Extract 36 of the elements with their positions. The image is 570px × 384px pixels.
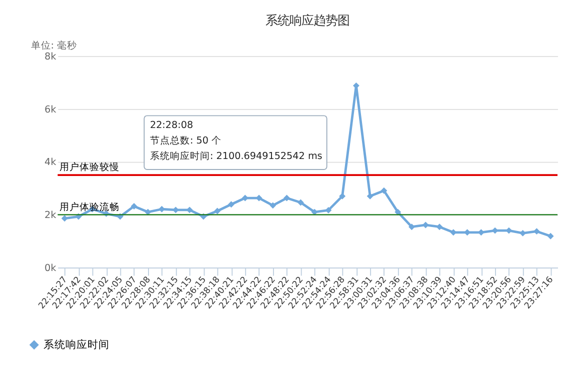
y-tick-label: 6k	[44, 104, 57, 116]
point	[256, 194, 262, 202]
point	[520, 230, 526, 236]
point	[506, 227, 512, 234]
ref-line-label: 用户体验较慢	[60, 161, 120, 174]
annotation: 系统响应时间: 2100.6949152542 ms	[150, 150, 322, 162]
point	[61, 215, 68, 222]
y-axis-title: 单位: 毫秒	[30, 39, 78, 52]
point	[214, 208, 221, 214]
point	[436, 224, 443, 230]
point	[478, 229, 484, 236]
point	[130, 203, 138, 210]
point	[450, 229, 457, 236]
point	[492, 227, 498, 234]
point	[464, 229, 470, 236]
annotation: 22:28:08	[150, 120, 194, 132]
y-tick-label: 8k	[44, 51, 57, 62]
point	[339, 192, 346, 200]
y-tick-label: 0k	[44, 262, 57, 274]
point	[270, 202, 276, 209]
point	[533, 228, 540, 235]
point	[297, 199, 304, 206]
point	[325, 206, 332, 214]
annotation: 节点总数: 50 个	[150, 134, 222, 147]
point	[284, 194, 290, 202]
y-tick-label: 4k	[44, 157, 57, 168]
chart-title: 系统响应趋势图	[266, 12, 350, 28]
legend-label: 系统响应时间	[43, 338, 110, 351]
point	[228, 201, 234, 208]
point	[186, 206, 193, 214]
point	[242, 194, 248, 202]
point	[547, 232, 554, 240]
point	[380, 187, 388, 194]
point	[422, 222, 429, 228]
point	[408, 224, 415, 230]
y-tick-label: 2k	[44, 210, 57, 222]
